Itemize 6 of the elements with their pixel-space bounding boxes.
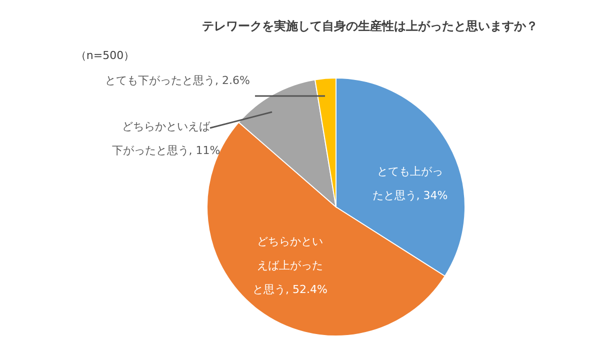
chart-title: テレワークを実施して自身の生産性は上がったと思いますか？	[202, 19, 538, 33]
slice-label: とても下がったと思う, 2.6%	[105, 74, 250, 87]
slice-label: どちらかといえば下がったと思う, 11%	[112, 120, 220, 157]
slice-label: とても上がったと思う, 34%	[372, 165, 448, 202]
slice-label: どちらかといえば上がったと思う, 52.4%	[252, 235, 328, 296]
chart-subtitle: （n=500）	[75, 49, 135, 62]
